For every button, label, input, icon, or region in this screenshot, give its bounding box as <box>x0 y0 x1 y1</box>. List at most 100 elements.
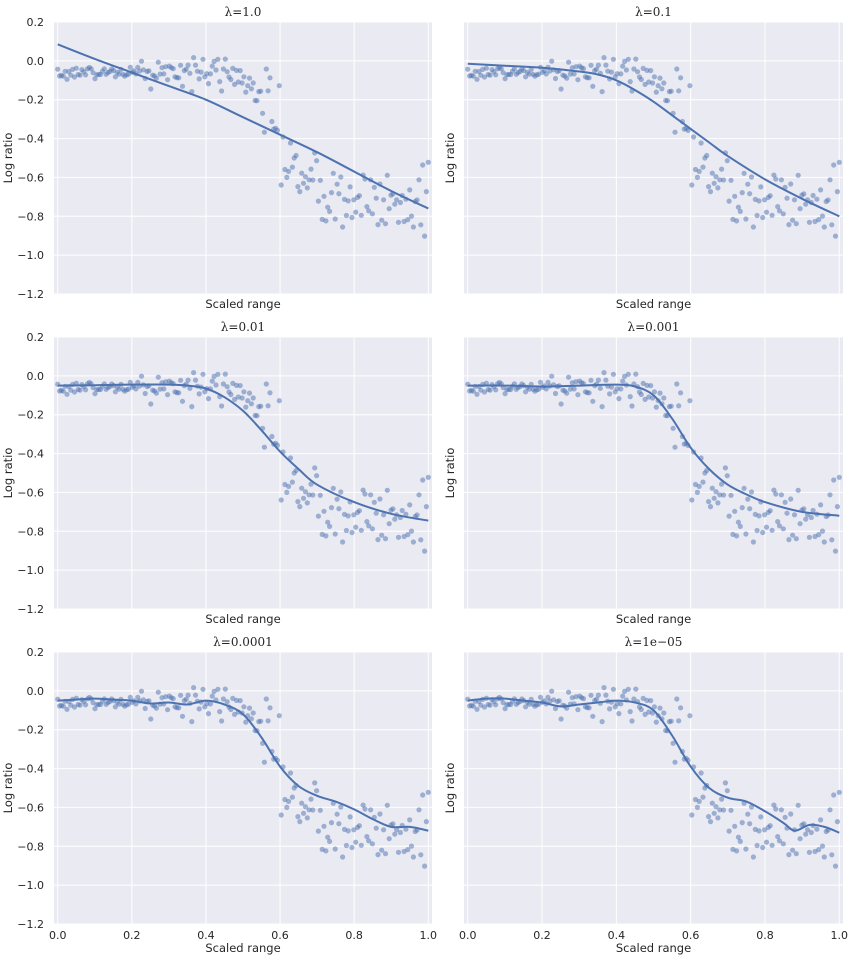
data-point <box>741 485 747 491</box>
data-point <box>420 162 426 168</box>
data-point <box>711 810 717 816</box>
data-point <box>394 197 400 203</box>
data-point <box>836 159 842 165</box>
data-point <box>297 819 303 825</box>
data-point <box>775 204 781 210</box>
data-point <box>148 401 154 407</box>
y-tick-label: 0.2 <box>27 16 45 29</box>
data-point <box>483 65 489 71</box>
data-point <box>353 209 359 215</box>
data-point <box>717 492 723 498</box>
data-point <box>689 812 695 818</box>
data-point <box>416 492 422 498</box>
data-point <box>797 521 803 527</box>
data-point <box>422 233 428 239</box>
data-point <box>148 716 154 722</box>
data-point <box>832 233 839 239</box>
data-point <box>338 804 344 810</box>
data-point <box>627 79 633 85</box>
data-point <box>747 506 753 512</box>
subplot-title: λ=0.01 <box>221 320 265 334</box>
data-point <box>610 56 617 62</box>
data-point <box>625 371 631 377</box>
y-tick-label: −0.8 <box>17 840 44 853</box>
data-point <box>420 477 426 483</box>
data-point <box>590 398 596 404</box>
data-point <box>644 67 650 73</box>
data-point <box>369 841 375 847</box>
data-point <box>741 170 747 176</box>
data-point <box>189 719 195 725</box>
data-point <box>248 401 254 407</box>
data-point <box>77 72 83 78</box>
data-point <box>756 828 762 834</box>
data-point <box>661 80 667 86</box>
data-point <box>310 807 316 813</box>
data-point <box>791 512 798 518</box>
data-point <box>321 508 327 514</box>
y-tick-label: −1.2 <box>17 603 44 616</box>
data-point <box>258 718 264 724</box>
data-point <box>728 492 734 498</box>
data-point <box>338 489 344 495</box>
data-point <box>423 504 429 510</box>
data-point <box>379 217 385 223</box>
y-axis-label: Log ratio <box>443 448 457 499</box>
data-point <box>816 532 822 538</box>
data-point <box>209 378 215 384</box>
data-point <box>616 396 622 402</box>
data-point <box>185 692 191 698</box>
data-point <box>395 849 402 855</box>
data-point <box>153 390 159 396</box>
data-point <box>803 516 809 522</box>
data-point <box>178 692 184 698</box>
data-point <box>661 395 667 401</box>
data-point <box>465 66 471 72</box>
data-point <box>332 531 338 537</box>
data-point <box>392 201 398 207</box>
data-point <box>215 371 221 377</box>
data-point <box>366 523 372 529</box>
data-point <box>818 502 824 508</box>
data-point <box>407 187 413 193</box>
data-point <box>599 719 605 725</box>
data-point <box>414 512 420 518</box>
data-point <box>323 848 329 854</box>
data-point <box>161 386 167 392</box>
x-tick-label: 0.6 <box>682 929 700 942</box>
data-point <box>726 198 732 204</box>
data-point <box>756 513 762 519</box>
data-point <box>771 802 777 808</box>
data-point <box>386 836 392 842</box>
data-point <box>758 184 764 190</box>
data-point <box>302 804 308 810</box>
x-tick-label: 0.6 <box>271 929 289 942</box>
data-point <box>709 800 715 806</box>
data-point <box>267 705 273 711</box>
data-point <box>224 699 230 705</box>
data-point <box>722 780 729 786</box>
data-point <box>211 58 217 64</box>
data-point <box>381 827 387 833</box>
data-point <box>310 492 316 498</box>
data-point <box>625 56 631 62</box>
data-point <box>829 537 835 543</box>
data-point <box>625 686 631 692</box>
data-point <box>595 62 602 68</box>
data-point <box>83 702 89 708</box>
data-point <box>306 177 312 183</box>
data-point <box>657 390 663 396</box>
data-point <box>672 129 678 135</box>
data-point <box>153 705 159 711</box>
data-point <box>347 184 353 190</box>
data-point <box>642 396 648 402</box>
data-point <box>810 192 816 199</box>
data-point <box>392 516 398 522</box>
y-tick-label: 0.0 <box>27 370 45 383</box>
data-point <box>286 483 292 489</box>
data-point <box>101 66 107 72</box>
data-point <box>416 177 422 183</box>
data-point <box>719 166 725 172</box>
data-point <box>261 129 267 135</box>
